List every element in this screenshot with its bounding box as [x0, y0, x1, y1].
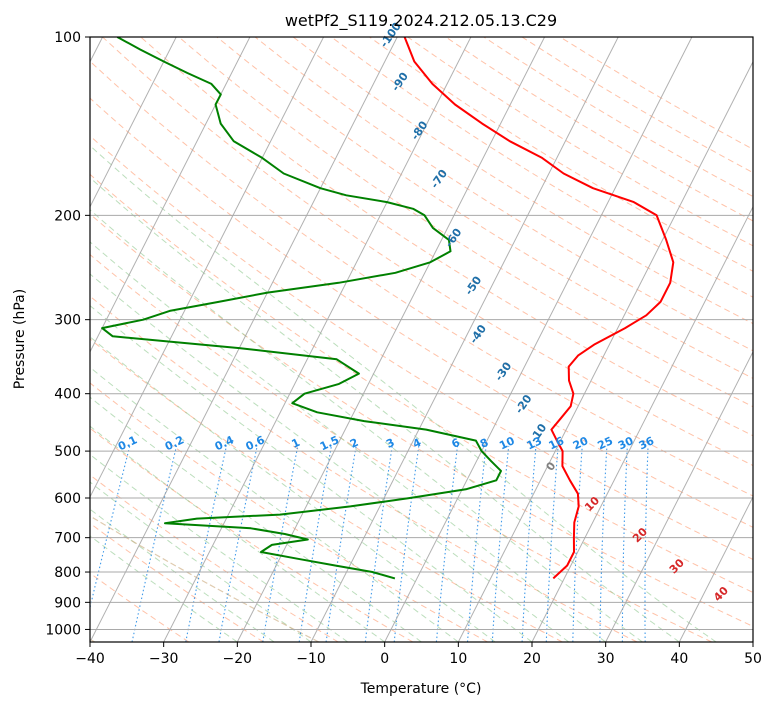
y-tick-label: 100: [54, 30, 81, 46]
x-tick-label: 20: [523, 651, 541, 667]
x-tick-label: −30: [149, 651, 179, 667]
x-tick-label: 10: [449, 651, 467, 667]
y-tick-label: 700: [54, 531, 81, 547]
y-tick-label: 300: [54, 313, 81, 329]
x-tick-label: −40: [75, 651, 105, 667]
x-tick-label: 40: [670, 651, 688, 667]
x-tick-label: 0: [380, 651, 389, 667]
y-axis-label: Pressure (hPa): [12, 289, 28, 389]
x-axis-label: Temperature (°C): [360, 681, 482, 697]
y-tick-label: 200: [54, 208, 81, 224]
y-tick-label: 1000: [45, 622, 81, 638]
x-tick-label: −20: [223, 651, 253, 667]
x-tick-label: 30: [597, 651, 615, 667]
x-tick-label: 50: [744, 651, 762, 667]
x-tick-label: −10: [296, 651, 326, 667]
chart-title: wetPf2_S119.2024.212.05.13.C29: [285, 11, 557, 31]
y-tick-label: 400: [54, 387, 81, 403]
y-tick-label: 500: [54, 444, 81, 460]
y-tick-label: 800: [54, 565, 81, 581]
y-tick-label: 600: [54, 491, 81, 507]
y-tick-label: 900: [54, 595, 81, 611]
